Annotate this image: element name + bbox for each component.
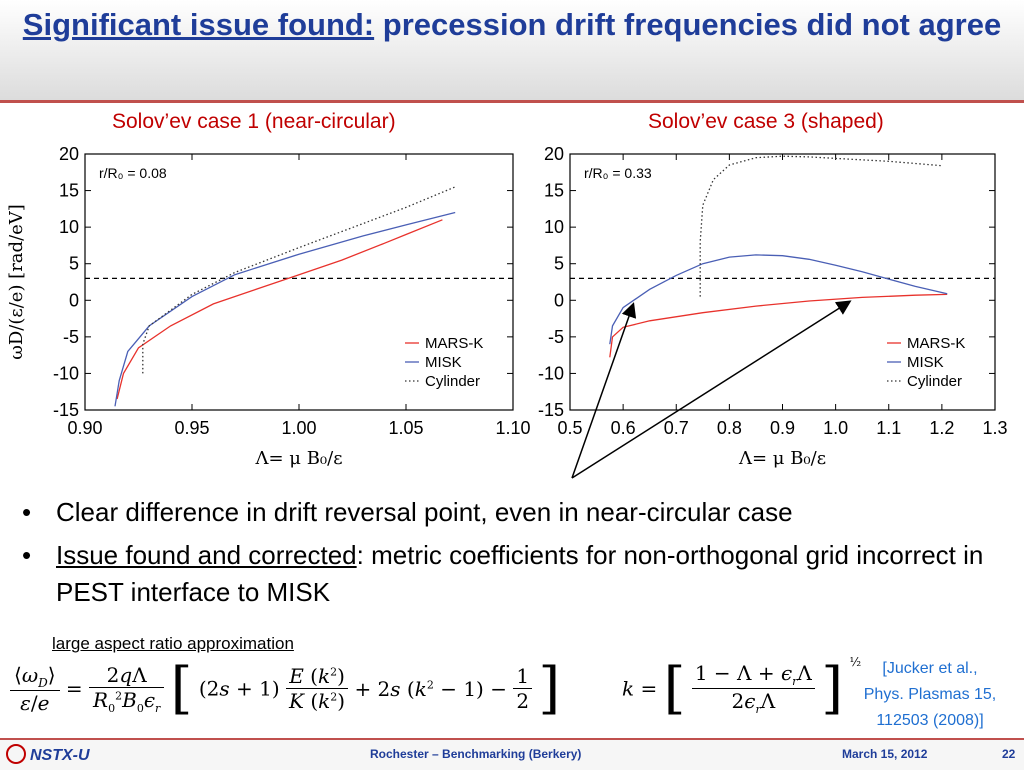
equation-k: k = [ 1 − Λ + ϵrΛ 2ϵrΛ ] ½ <box>622 655 862 721</box>
case3-x-tick-label: 1.3 <box>982 418 1007 438</box>
bullet-list: • Clear difference in drift reversal poin… <box>18 494 1008 617</box>
case3-y-tick-label: 0 <box>554 290 564 310</box>
case3-legend-label-misk: MISK <box>907 354 944 371</box>
equation-omega-d: ⟨ωD⟩ ε/e = 2qΛ R02B0ϵr [ (2s + 1) E (k2)… <box>10 656 560 721</box>
page-number: 22 <box>1002 747 1016 761</box>
case3-series-mars-k <box>609 293 948 358</box>
slide-footer: NSTX-U Rochester – Benchmarking (Berkery… <box>0 738 1024 770</box>
case3-x-tick-label: 0.5 <box>557 418 582 438</box>
case1-series-mars-k <box>116 219 443 400</box>
case3-y-tick-label: 15 <box>544 181 564 201</box>
reference-citation: [Jucker et al., Phys. Plasmas 15, 112503… <box>840 656 1020 734</box>
logo-text: NSTX-U <box>30 747 90 764</box>
bullet-2-lead: Issue found and corrected <box>56 540 357 570</box>
subtitle-left: Solov’ev case 1 (near-circular) <box>112 110 396 133</box>
case1-x-tick-label: 1.05 <box>388 418 423 438</box>
case1-legend-label-misk: MISK <box>425 354 462 371</box>
title-rest: precession drift frequencies did not agr… <box>374 7 1002 42</box>
case3-y-tick-label: -15 <box>538 400 564 420</box>
case3-x-tick-label: 0.6 <box>611 418 636 438</box>
case1-x-axis-label: Λ= μ B₀/ε <box>254 448 342 469</box>
case3-series-cylinder <box>699 155 942 297</box>
title-underlined: Significant issue found: <box>22 7 375 42</box>
case3-y-tick-label: 20 <box>544 144 564 164</box>
case1-series-misk <box>114 211 456 407</box>
arrow-to-mars-reversal <box>571 300 852 479</box>
case1-y-tick-label: 5 <box>69 254 79 274</box>
case3-x-tick-label: 1.2 <box>929 418 954 438</box>
case3-y-tick-label: -10 <box>538 363 564 383</box>
reference-line-2: Phys. Plasmas 15, <box>863 686 997 703</box>
slide-header: Significant issue found: precession drif… <box>0 0 1024 103</box>
case1-y-tick-label: -15 <box>53 400 79 420</box>
bullet-1-text: Clear difference in drift reversal point… <box>56 497 793 527</box>
case1-annotation: r/R₀ = 0.08 <box>99 165 167 181</box>
bullet-2: • Issue found and corrected: metric coeff… <box>22 540 984 607</box>
arrow-to-misk-reversal <box>571 302 637 479</box>
case3-x-tick-label: 1.0 <box>823 418 848 438</box>
case3-legend-label-mars-k: MARS-K <box>907 335 965 352</box>
bullet-2-text: : metric coefficients for non-orthogonal… <box>56 540 984 607</box>
case1-legend-label-mars-k: MARS-K <box>425 335 483 352</box>
case1-y-tick-label: 0 <box>69 290 79 310</box>
case1-x-tick-label: 0.95 <box>174 418 209 438</box>
case1-y-tick-label: -5 <box>63 327 79 347</box>
case3-x-axis-label: Λ= μ B₀/ε <box>738 448 826 469</box>
case1-y-tick-label: 15 <box>59 181 79 201</box>
case3-x-tick-label: 0.7 <box>664 418 689 438</box>
case3-x-tick-label: 1.1 <box>876 418 901 438</box>
case1-y-axis-label: ωD/(ε/e) [rad/eV] <box>6 204 27 360</box>
reference-line-1: [Jucker et al., <box>882 660 978 677</box>
case1-y-tick-label: 10 <box>59 217 79 237</box>
case1-x-tick-label: 1.10 <box>495 418 530 438</box>
case3-series-misk <box>609 254 948 345</box>
slide-title: Significant issue found: precession drif… <box>10 4 1014 46</box>
reference-line-3: 112503 (2008)] <box>876 712 984 729</box>
approximation-label: large aspect ratio approximation <box>52 634 294 653</box>
subtitle-right: Solov’ev case 3 (shaped) <box>648 110 884 133</box>
logo-ring-icon <box>6 744 26 764</box>
bullet-1: • Clear difference in drift reversal poin… <box>22 497 793 527</box>
case1-y-tick-label: -10 <box>53 363 79 383</box>
footer-center: Rochester – Benchmarking (Berkery) <box>370 747 582 761</box>
case3-legend-label-cylinder: Cylinder <box>907 373 962 390</box>
case1-legend-label-cylinder: Cylinder <box>425 373 480 390</box>
case3-y-tick-label: 10 <box>544 217 564 237</box>
case1-x-tick-label: 0.90 <box>67 418 102 438</box>
footer-date: March 15, 2012 <box>842 747 928 761</box>
nstx-logo: NSTX-U <box>6 744 90 765</box>
chart-case-1: 0.90 0.95 1.00 1.05 1.10 20 15 10 5 0 -5 -10 -15 MARS… <box>6 144 531 469</box>
case3-y-tick-label: 5 <box>554 254 564 274</box>
chart-case-3: 0.5 0.6 0.7 0.8 0.9 1.0 1.1 1.2 1.3 20 15 10 5 0 -5 -10… <box>538 144 1008 469</box>
case3-y-tick-label: -5 <box>548 327 564 347</box>
case1-y-tick-label: 20 <box>59 144 79 164</box>
case3-annotation: r/R₀ = 0.33 <box>584 165 652 181</box>
case1-x-tick-label: 1.00 <box>281 418 316 438</box>
case3-x-tick-label: 0.9 <box>770 418 795 438</box>
case3-x-tick-label: 0.8 <box>717 418 742 438</box>
